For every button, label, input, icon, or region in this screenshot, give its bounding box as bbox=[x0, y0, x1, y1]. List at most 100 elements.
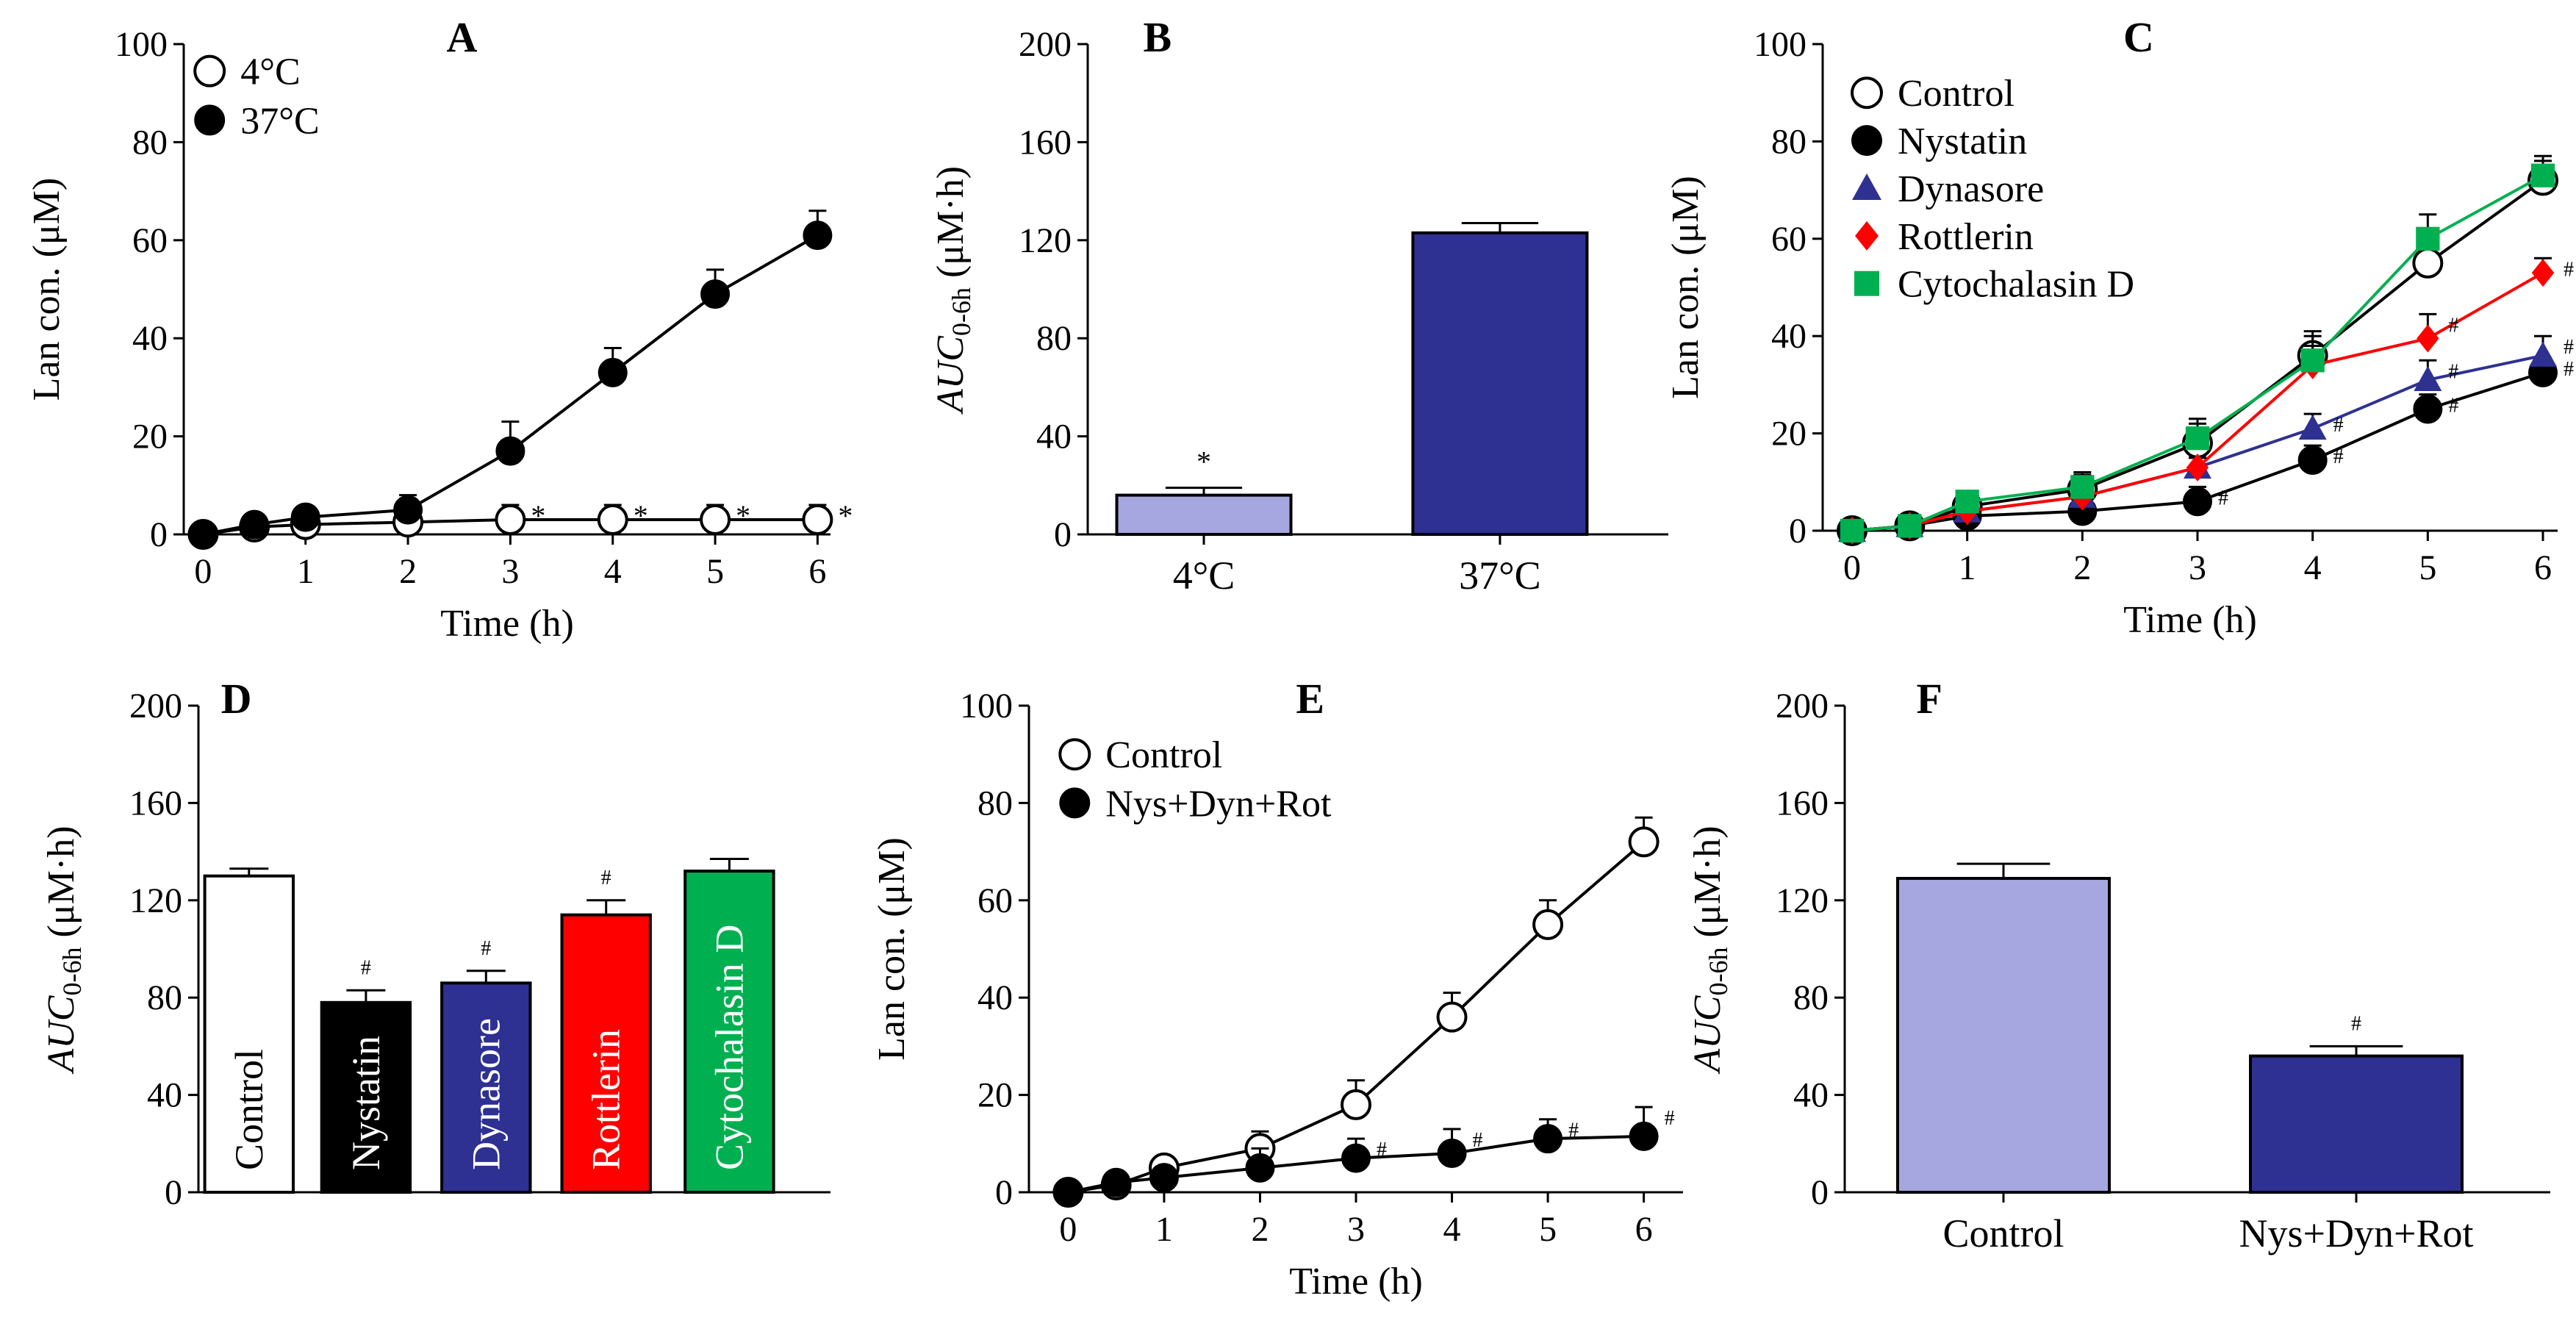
y-axis-title-unit: (μM·h) bbox=[930, 166, 972, 287]
category-label: Nys+Dyn+Rot bbox=[2239, 1211, 2474, 1255]
data-point bbox=[2531, 259, 2555, 287]
significance-mark: * bbox=[838, 499, 853, 532]
y-axis-title: Lan con. (μM) bbox=[1665, 176, 1707, 399]
x-tick-label: 4 bbox=[604, 552, 622, 591]
data-point bbox=[2183, 487, 2212, 517]
y-axis-title: AUC0-6h (μM·h) bbox=[40, 825, 87, 1074]
significance-mark: # bbox=[1473, 1129, 1483, 1152]
y-tick-label: 0 bbox=[1789, 512, 1807, 551]
data-point bbox=[2529, 341, 2557, 367]
x-tick-label: 6 bbox=[1635, 1210, 1653, 1249]
y-axis-title-main: AUC bbox=[930, 335, 972, 415]
y-tick-label: 0 bbox=[995, 1173, 1013, 1212]
y-tick-label: 0 bbox=[1054, 515, 1072, 554]
legend: 4°C 37°C bbox=[193, 51, 320, 142]
y-tick-label: 60 bbox=[977, 881, 1013, 920]
data-point bbox=[700, 279, 731, 309]
y-tick-label: 120 bbox=[1776, 881, 1829, 920]
legend-label: 37°C bbox=[240, 100, 319, 142]
legend-label: Nystatin bbox=[1898, 121, 2027, 162]
data-point bbox=[2298, 414, 2327, 440]
y-tick-label: 80 bbox=[132, 123, 168, 162]
y-tick-label: 200 bbox=[1019, 25, 1072, 64]
y-tick-label: 40 bbox=[1771, 317, 1807, 356]
y-tick-label: 80 bbox=[1793, 978, 1829, 1017]
panel-label: D bbox=[221, 675, 252, 723]
panel-label: C bbox=[2123, 13, 2154, 61]
series-line bbox=[203, 234, 819, 536]
bar bbox=[684, 870, 775, 1194]
data-point bbox=[1101, 1167, 1131, 1197]
x-tick-label: 3 bbox=[501, 552, 519, 591]
category-label: 4°C bbox=[1173, 553, 1235, 598]
bar-nys-dyn-rot: Nys+Dyn+Rot # bbox=[2239, 1012, 2474, 1255]
data-point bbox=[1245, 1153, 1275, 1183]
significance-mark: * bbox=[1196, 445, 1211, 479]
y-tick-label: 80 bbox=[977, 784, 1013, 823]
significance-mark: * bbox=[736, 499, 750, 532]
bar-nystatin: Nystatin # bbox=[320, 956, 412, 1194]
data-point bbox=[2070, 475, 2095, 499]
data-point bbox=[2412, 247, 2444, 279]
data-point bbox=[1898, 514, 1922, 538]
significance-mark: # bbox=[1665, 1107, 1675, 1130]
legend-label: Control bbox=[1898, 73, 2014, 115]
y-tick-label: 40 bbox=[1036, 418, 1072, 456]
data-point bbox=[2417, 324, 2439, 353]
significance-mark: # bbox=[481, 937, 491, 960]
data-point bbox=[1149, 1163, 1179, 1193]
y-tick-label: 200 bbox=[129, 687, 182, 725]
data-point bbox=[598, 357, 628, 387]
legend-label: Nys+Dyn+Rot bbox=[1105, 783, 1332, 825]
category-label: Dynasore bbox=[464, 1018, 508, 1170]
data-point bbox=[2414, 365, 2442, 391]
category-label: Rottlerin bbox=[584, 1029, 628, 1170]
series-nys-dyn-rot: # # # # bbox=[1053, 1106, 1675, 1207]
x-tick-label: 2 bbox=[1251, 1210, 1269, 1249]
x-tick-label: 0 bbox=[1843, 548, 1861, 587]
series-37-c bbox=[188, 209, 833, 549]
legend-label: Control bbox=[1105, 734, 1222, 776]
x-tick-label: 2 bbox=[399, 552, 417, 591]
legend-marker bbox=[194, 104, 226, 136]
y-tick-label: 100 bbox=[1754, 25, 1807, 64]
legend-marker bbox=[1852, 173, 1881, 200]
x-tick-label: 1 bbox=[297, 552, 315, 591]
legend-marker bbox=[1851, 125, 1882, 157]
data-point bbox=[188, 520, 218, 549]
x-tick-label: 2 bbox=[2073, 548, 2091, 587]
panel-label: F bbox=[1916, 675, 1942, 723]
y-tick-label: 20 bbox=[132, 418, 168, 456]
y-axis-title: Lan con. (μM) bbox=[26, 178, 68, 401]
panel-E: 0 20 40 60 80 100 0 1 2 3 4 5 6 Time (h) Lan con. (μM)… bbox=[871, 675, 1683, 1303]
data-point bbox=[2416, 226, 2440, 251]
significance-mark: # bbox=[2333, 414, 2344, 437]
bar-dynasore: Dynasore # bbox=[440, 937, 532, 1194]
x-tick-label: 4 bbox=[2304, 548, 2322, 587]
legend: Control Nystatin Dynasore Rottlerin Cytochal… bbox=[1851, 73, 2134, 306]
data-point bbox=[393, 495, 423, 525]
y-tick-label: 80 bbox=[1771, 122, 1807, 161]
category-label: Control bbox=[227, 1049, 271, 1170]
category-label: 37°C bbox=[1459, 553, 1541, 598]
x-tick-label: 1 bbox=[1959, 548, 1976, 587]
significance-mark: # bbox=[1377, 1139, 1387, 1161]
legend-label: 4°C bbox=[240, 51, 300, 93]
legend-marker bbox=[1058, 738, 1091, 771]
bar bbox=[2249, 1054, 2464, 1194]
bar-4-c: 4°C * bbox=[1115, 445, 1293, 598]
legend-label: Rottlerin bbox=[1898, 216, 2034, 258]
data-point bbox=[1341, 1089, 1371, 1120]
y-tick-label: 40 bbox=[977, 978, 1013, 1017]
y-tick-label: 160 bbox=[129, 784, 182, 823]
y-axis-title-unit: (μM·h) bbox=[40, 825, 82, 947]
bar-control: Control bbox=[1896, 862, 2111, 1255]
significance-mark: # bbox=[2218, 487, 2228, 509]
y-tick-label: 40 bbox=[132, 319, 168, 358]
significance-mark: # bbox=[2448, 360, 2458, 383]
y-axis-title-main: AUC bbox=[40, 995, 82, 1074]
data-point bbox=[2186, 453, 2209, 481]
category-label: Cytochalasin D bbox=[707, 925, 751, 1170]
y-tick-label: 80 bbox=[147, 978, 182, 1017]
